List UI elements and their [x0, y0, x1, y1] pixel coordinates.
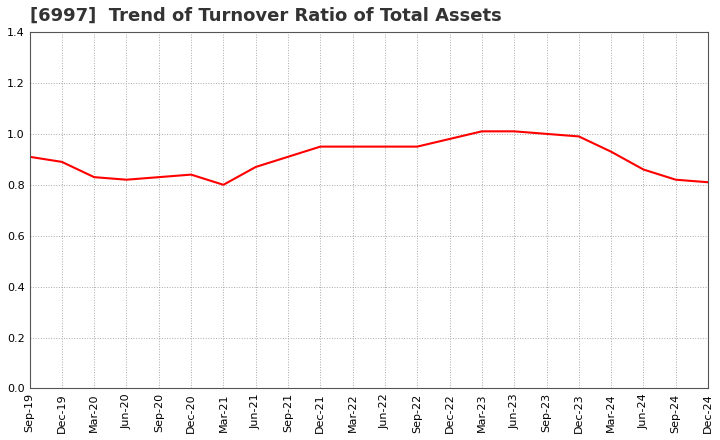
- Text: [6997]  Trend of Turnover Ratio of Total Assets: [6997] Trend of Turnover Ratio of Total …: [30, 7, 501, 25]
